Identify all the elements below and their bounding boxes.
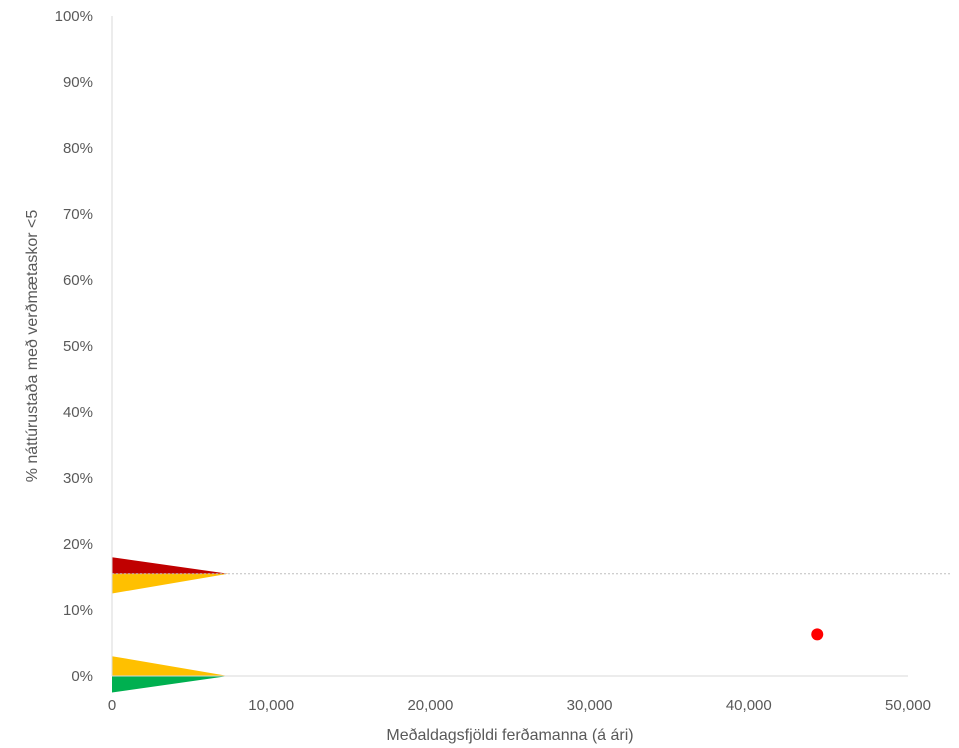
y-tick-label: 10% [63, 602, 93, 619]
x-tick-label: 30,000 [567, 697, 613, 714]
y-axis-title: % náttúrustaða með verðmætaskor <5 [24, 210, 41, 483]
x-axis-title: Meðaldagsfjöldi ferðamanna (á ári) [386, 727, 633, 744]
range-marker-0 [112, 557, 229, 574]
range-markers [112, 557, 229, 693]
y-tick-label: 90% [63, 74, 93, 91]
range-marker-3 [112, 676, 229, 693]
y-tick-label: 50% [63, 338, 93, 355]
data-point [811, 628, 824, 641]
x-tick-label: 50,000 [885, 697, 931, 714]
y-tick-label: 80% [63, 140, 93, 157]
range-marker-2 [112, 656, 229, 676]
x-tick-label: 20,000 [407, 697, 453, 714]
y-axis-ticks: 0% 10% 20% 30% 40% 50% 60% 70% 80% 90% 100% [55, 8, 93, 685]
range-marker-1 [112, 573, 229, 594]
x-tick-label: 40,000 [726, 697, 772, 714]
x-tick-label: 10,000 [248, 697, 294, 714]
x-axis-ticks: 0 10,000 20,000 30,000 40,000 50,000 [108, 697, 931, 714]
y-tick-label: 0% [71, 668, 93, 685]
data-points [811, 628, 824, 641]
y-tick-label: 70% [63, 206, 93, 223]
x-tick-label: 0 [108, 697, 116, 714]
y-tick-label: 20% [63, 536, 93, 553]
y-tick-label: 40% [63, 404, 93, 421]
y-tick-label: 30% [63, 470, 93, 487]
y-tick-label: 60% [63, 272, 93, 289]
y-tick-label: 100% [55, 8, 93, 25]
